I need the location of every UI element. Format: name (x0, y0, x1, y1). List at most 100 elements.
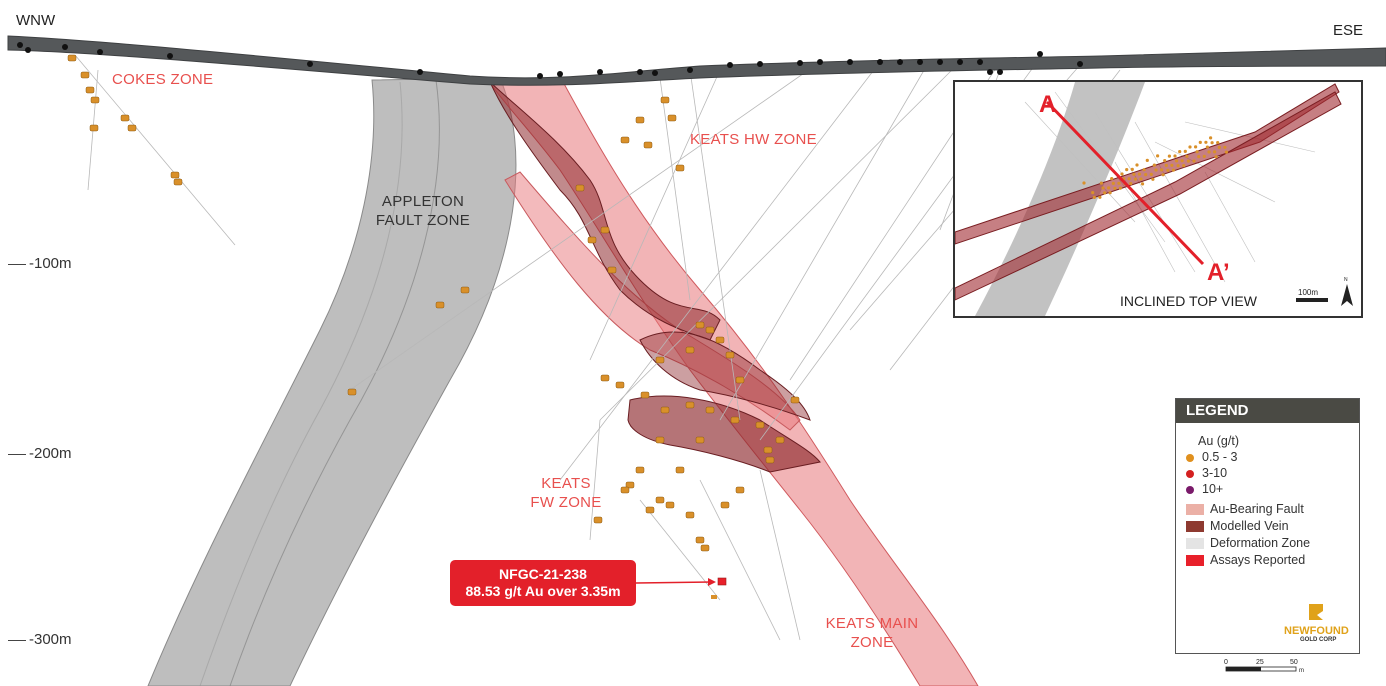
swatch-icon (1186, 504, 1204, 516)
drill-collar (62, 44, 68, 50)
inset-assay-point (1142, 168, 1146, 172)
assay-intercept (575, 184, 585, 192)
assay-intercept (755, 421, 765, 429)
inset-assay-point (1111, 181, 1115, 185)
drill-collar (167, 53, 173, 59)
drill-collar (987, 69, 993, 75)
inset-assay-point (1188, 145, 1192, 149)
inset-assay-point (1198, 140, 1202, 144)
inset-assay-point (1130, 167, 1134, 171)
inset-assay-point (1118, 186, 1122, 190)
scale-bar: 0 25 50 m (1224, 659, 1304, 674)
inset-assay-point (1120, 172, 1124, 176)
modelled-vein-upper (489, 81, 721, 341)
assay-intercept (90, 96, 100, 104)
inset-assay-point (1186, 159, 1190, 163)
inset-assay-point (1132, 172, 1136, 176)
assay-intercept (705, 406, 715, 414)
company-logo-icon (1309, 604, 1323, 620)
drill-collar (957, 59, 963, 65)
logo-name: NEWFOUND (1284, 625, 1349, 637)
assay-intercept (170, 171, 180, 179)
assay-intercept (725, 351, 735, 359)
drill-collar (537, 73, 543, 79)
assay-intercept (625, 481, 635, 489)
assay-intercept (675, 164, 685, 172)
inset-assay-point (1176, 164, 1180, 168)
assay-intercept (640, 391, 650, 399)
inset-assay-point (1092, 195, 1096, 199)
assay-intercept (763, 446, 773, 454)
inset-assay-point (1101, 186, 1105, 190)
svg-text:50: 50 (1290, 659, 1298, 666)
inset-assay-point (1108, 191, 1112, 195)
legend-box: LEGEND Au (g/t) 0.5 - 3 3-10 10+ Au-Bear… (1175, 398, 1360, 654)
assay-intercept (89, 124, 99, 132)
assay-intercept (685, 346, 695, 354)
assay-intercept (620, 136, 630, 144)
assay-intercept (635, 466, 645, 474)
assay-intercept (655, 496, 665, 504)
inset-assay-point (1173, 154, 1177, 158)
assay-intercept (120, 114, 130, 122)
drill-collar (687, 67, 693, 73)
assay-intercept (675, 466, 685, 474)
inset-scale-label: 100m (1298, 288, 1318, 297)
direction-label-east: ESE (1333, 22, 1364, 39)
inset-assay-point (1145, 158, 1149, 162)
inset-assay-point (1161, 173, 1165, 177)
inset-assay-point (1192, 159, 1196, 163)
assay-intercept (67, 54, 77, 62)
assay-intercept (735, 486, 745, 494)
assay-intercept (685, 511, 695, 519)
legend-title: LEGEND (1176, 399, 1359, 423)
inset-assay-point (1152, 163, 1156, 167)
assay-intercept (655, 356, 665, 364)
depth-label-200: -200m (8, 445, 72, 462)
inset-assay-point (1137, 172, 1141, 176)
drill-collar (417, 69, 423, 75)
inset-map: A A’ INCLINED TOP VIEW 100m N (955, 82, 1353, 316)
inset-assay-point (1141, 182, 1145, 186)
assay-intercept (700, 544, 710, 552)
inset-vein-lower (955, 91, 1342, 301)
drill-collar (557, 71, 563, 77)
assay-intercepts (67, 54, 800, 552)
inset-assay-point (1183, 149, 1187, 153)
inset-assay-point (1180, 159, 1184, 163)
cokes-zone-label: COKES ZONE (112, 71, 214, 88)
inset-assay-point (1171, 168, 1175, 172)
assay-intercept (620, 486, 630, 494)
assay-intercept (660, 406, 670, 414)
inset-assay-point (1113, 186, 1117, 190)
inset-assay-point (1197, 155, 1201, 159)
inset-assay-point (1210, 141, 1214, 145)
highlight-intercept (717, 577, 727, 586)
inset-assay-point (1164, 163, 1168, 167)
svg-text:m: m (1299, 668, 1304, 674)
appleton-fault-zone-label: APPLETON FAULT ZONE (375, 193, 471, 229)
assay-intercept (85, 86, 95, 94)
depth-label-100: -100m (8, 255, 72, 272)
inset-assay-point (1204, 140, 1208, 144)
inset-assay-point (1098, 195, 1102, 199)
assay-intercept (660, 96, 670, 104)
inset-assay-point (1167, 154, 1171, 158)
grade-dot-icon (1186, 485, 1194, 494)
drill-collar (25, 47, 31, 53)
inset-assay-point (1170, 163, 1174, 167)
assay-intercept (645, 506, 655, 514)
assay-intercept (127, 124, 137, 132)
logo-subname: GOLD CORP (1300, 637, 1337, 643)
drill-collar (1037, 51, 1043, 57)
keats-hw-zone-label: KEATS HW ZONE (690, 131, 817, 148)
assay-intercept (460, 286, 470, 294)
drill-collar (652, 70, 658, 76)
drill-collar (597, 69, 603, 75)
assay-intercept (600, 226, 610, 234)
assay-intercept (593, 516, 603, 524)
assay-intercept (790, 396, 800, 404)
assay-intercept (80, 71, 90, 79)
grade-dot-icon (1186, 469, 1194, 478)
keats-main-zone-label: KEATS MAIN ZONE (825, 615, 919, 651)
